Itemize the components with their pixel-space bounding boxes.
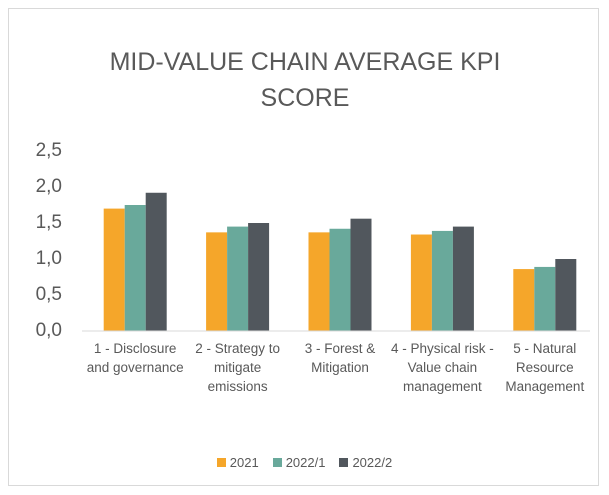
- bar: [145, 192, 167, 331]
- x-tick-label: 3 - Forest & Mitigation: [304, 341, 376, 375]
- bar: [124, 205, 146, 331]
- bar: [206, 232, 228, 331]
- bar: [248, 223, 270, 331]
- legend-swatch: [272, 458, 282, 467]
- bar: [513, 269, 535, 331]
- y-tick-label: 2,5: [36, 140, 62, 161]
- x-tick-label: 5 - Natural Resource Management: [505, 341, 585, 394]
- bar: [329, 228, 351, 331]
- y-tick-label: 0,5: [36, 284, 62, 305]
- chart-title: MID-VALUE CHAIN AVERAGE KPI SCORE: [109, 48, 501, 112]
- legend-swatch: [339, 458, 349, 467]
- y-tick-label: 1,5: [36, 212, 62, 233]
- bar: [431, 230, 453, 331]
- x-tick-label: 4 - Physical risk - Value chain manageme…: [391, 341, 494, 394]
- legend-label: 2022/2: [352, 455, 393, 470]
- legend-item: 2021: [216, 455, 259, 470]
- legend-label: 2022/1: [285, 455, 326, 470]
- y-tick-label: 2,0: [36, 176, 62, 197]
- bar: [308, 232, 330, 331]
- y-tick-label: 0,0: [36, 320, 62, 341]
- chart-border: [8, 8, 599, 486]
- legend-swatch: [216, 458, 226, 467]
- x-tick-label: 1 - Disclosure and governance: [86, 341, 184, 375]
- bar: [227, 226, 249, 331]
- bar: [103, 208, 125, 331]
- x-tick-label: 2 - Strategy to mitigate emissions: [195, 341, 280, 394]
- bar: [410, 234, 432, 331]
- bar: [452, 226, 474, 331]
- bar: [555, 259, 577, 331]
- legend-label: 2021: [229, 455, 259, 470]
- legend-item: 2022/2: [339, 455, 392, 470]
- bar: [350, 218, 372, 331]
- legend-item: 2022/1: [272, 455, 326, 470]
- bar: [534, 266, 556, 331]
- legend: 2021 2022/1 2022/2: [0, 455, 609, 470]
- y-tick-label: 1,0: [36, 248, 62, 269]
